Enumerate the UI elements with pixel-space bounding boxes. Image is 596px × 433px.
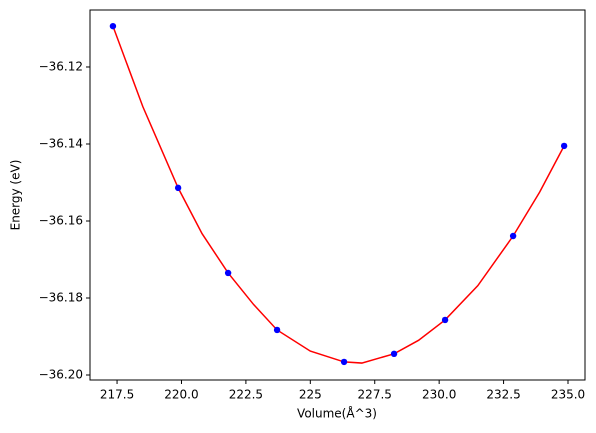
y-tick-label: −36.18 [39, 290, 83, 304]
y-tick-label: −36.20 [39, 367, 83, 381]
x-tick-label: 235.0 [551, 388, 585, 402]
x-tick-label: 222.5 [229, 388, 263, 402]
data-point [340, 358, 348, 366]
data-point [509, 232, 517, 240]
x-tick-label: 227.5 [358, 388, 392, 402]
fit-curve [112, 25, 565, 364]
y-tick-label: −36.14 [39, 136, 83, 150]
x-tick-label: 232.5 [486, 388, 520, 402]
plot-frame [89, 9, 586, 381]
x-tick-label: 230.0 [422, 388, 456, 402]
x-tick-label: 217.5 [100, 388, 134, 402]
data-point [390, 350, 398, 358]
x-axis-label: Volume(Å^3) [297, 406, 377, 421]
data-point [109, 22, 117, 30]
x-tick-label: 220.0 [164, 388, 198, 402]
data-point [273, 326, 281, 334]
y-axis-label: Energy (eV) [9, 160, 23, 231]
data-point [560, 142, 568, 150]
y-tick-label: −36.12 [39, 59, 83, 73]
data-point [174, 184, 182, 192]
x-tick-label: 225 [299, 388, 322, 402]
y-tick-label: −36.16 [39, 213, 83, 227]
data-point [441, 316, 449, 324]
data-point [224, 269, 232, 277]
